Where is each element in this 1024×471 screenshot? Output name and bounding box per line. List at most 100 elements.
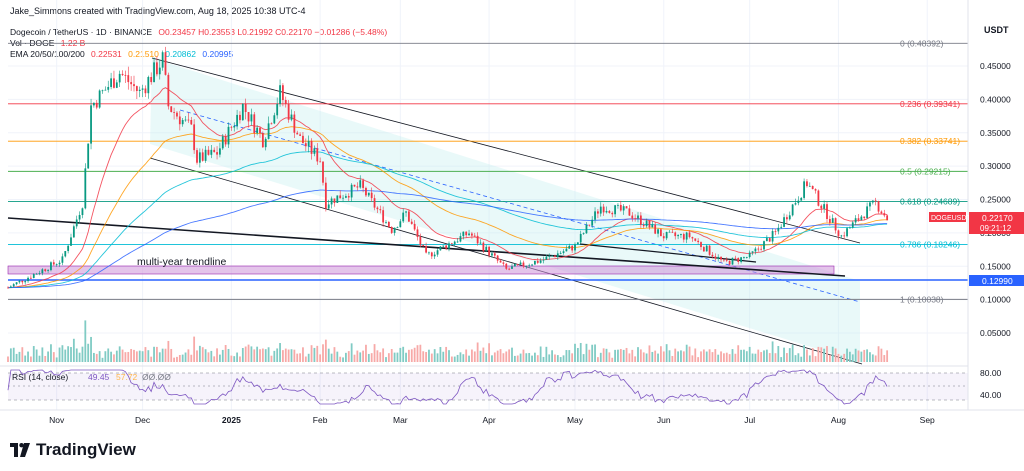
candle-body [828,219,831,223]
candle-body [310,140,313,154]
volume-bar [316,345,319,362]
volume-bar [823,348,826,362]
volume-bar [574,343,576,362]
candle-body [677,235,679,237]
volume-bar [834,348,837,362]
candle-body [204,149,207,161]
candle-body [516,263,519,265]
price-axis[interactable]: 0.450000.400000.350000.300000.250000.200… [980,61,1011,338]
candle-body [345,196,347,198]
blue-line-tag: 0.12990 [969,275,1024,286]
candle-body [7,287,9,289]
candle-body [462,231,465,237]
volume-bar [800,356,803,362]
volume-bar [702,349,705,362]
candle-body [113,78,115,88]
candle-body [322,161,324,183]
candle-body [121,73,124,75]
candle-body [468,233,470,236]
volume-bar [367,353,370,362]
candle-body [843,235,846,237]
rsi-value: 49.45 [88,372,110,382]
volume-bar [32,346,35,362]
volume-bar [15,353,18,362]
candle-body [439,246,442,251]
volume-bar [445,346,448,362]
candle-body [588,224,591,226]
candle-body [639,215,642,225]
channel-fill [150,58,860,362]
candle-body [213,149,216,153]
ema-legend[interactable]: EMA 20/50/100/200 0.22531 0.21510 0.2086… [10,49,237,59]
volume-bar [711,352,714,362]
candle-body [87,143,90,169]
candle-body [282,85,284,101]
volume-bar [178,354,181,362]
candle-body [508,268,511,270]
volume-bar [665,344,668,362]
candle-body [256,127,259,134]
candle-body [196,150,198,163]
volume-bar [528,352,531,362]
volume-bar [493,352,496,362]
candle-body [725,259,728,261]
candle-body [47,270,49,271]
candle-body [327,204,330,209]
volume-bar [608,352,611,362]
candle-body [637,215,639,219]
candle-body [748,252,751,258]
volume-bar [459,352,462,362]
volume-bar [110,351,112,362]
volume-bar [219,354,221,362]
candle-body [276,103,279,116]
candle-body [118,73,121,83]
candle-body [393,227,396,233]
volume-bar [18,351,21,362]
time-tick-label: Dec [135,415,151,425]
candle-body [760,248,763,250]
candle-body [342,197,344,199]
volume-bar [250,346,253,362]
volume-bar [173,357,175,362]
time-axis[interactable]: Nov Dec 2025 Feb Mar Apr May Jun Jul Aug Sep [49,415,935,425]
volume-bar [287,349,290,362]
candle-body [75,219,78,227]
channel-upper-line [151,57,861,244]
volume-bar [482,347,485,362]
candle-body [697,240,700,243]
fib-label: 0.786 (0.18246) [900,240,960,250]
candle-body [851,222,854,228]
candle-body [402,212,405,222]
volume-bar [127,351,130,362]
candle-body [359,180,362,188]
volume-bar [731,349,734,362]
tradingview-brand[interactable]: TradingView [10,440,136,460]
currency-label: USDT [984,25,1009,35]
candle-body [662,236,665,239]
volume-bar [356,350,359,362]
symbol-legend[interactable]: Dogecoin / TetherUS · 1D · BINANCE O0.23… [10,27,391,37]
volume-bar [244,346,247,362]
volume-bar [453,356,456,362]
candle-body [284,100,287,104]
candle-body [471,233,473,236]
candle-body [857,218,860,221]
candle-body [685,232,688,240]
candle-body [287,103,290,120]
candle-body [236,114,238,127]
candle-body [717,256,720,259]
volume-bar [556,355,559,362]
rsi-line [7,369,888,405]
volume-bar [359,352,362,362]
volume-bar [187,349,190,362]
volume-bar [476,342,479,362]
rsi-label: RSI (14, close) [12,372,68,382]
candle-body [591,219,594,226]
candle-body [880,211,883,214]
candle-body [296,132,299,135]
volume-bar [204,349,207,362]
candle-body [201,152,204,161]
current-symbol: DOGEUSDT [931,215,971,222]
